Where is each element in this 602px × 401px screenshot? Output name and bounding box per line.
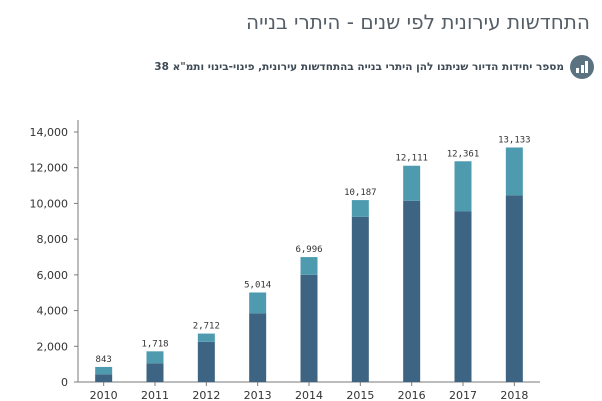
x-tick-label: 2014 (295, 389, 323, 401)
bar-total-label: 12,361 (447, 149, 480, 159)
y-tick-label: 6,000 (37, 269, 69, 282)
bar-segment-upper (146, 351, 164, 364)
x-tick-label: 2010 (90, 389, 118, 401)
chart-subtitle: מספר יחידות הדיור שניתנו להן היתרי בנייה… (154, 61, 564, 73)
bar-total-label: 1,718 (141, 339, 168, 349)
y-tick-label: 0 (61, 376, 68, 389)
bar-total-label: 6,996 (295, 245, 322, 255)
x-tick-label: 2012 (192, 389, 220, 401)
bar-total-label: 843 (96, 355, 112, 365)
y-tick-label: 4,000 (37, 305, 69, 318)
bar-segment-upper (351, 200, 369, 217)
bar-total-label: 2,712 (193, 322, 220, 332)
bar-segment-lower (403, 200, 421, 382)
x-tick-label: 2011 (141, 389, 169, 401)
bar-segment-upper (403, 165, 421, 201)
y-tick-label: 8,000 (37, 233, 69, 246)
bar-chart-icon (570, 55, 594, 79)
x-tick-label: 2016 (398, 389, 426, 401)
bar-segment-lower (197, 341, 215, 382)
x-tick-label: 2015 (346, 389, 374, 401)
bar-segment-lower (300, 274, 318, 382)
bar-total-label: 13,133 (498, 135, 531, 145)
bar-segment-lower (249, 313, 267, 382)
x-tick-label: 2017 (449, 389, 477, 401)
chart-title: התחדשות עירונית לפי שנים - היתרי בנייה (246, 10, 590, 34)
bar-segment-upper (454, 161, 472, 212)
y-tick-label: 12,000 (30, 162, 69, 175)
bar-segment-upper (300, 257, 318, 275)
bar-segment-lower (95, 374, 113, 382)
y-tick-label: 10,000 (30, 197, 69, 210)
bar-segment-upper (95, 366, 113, 375)
bar-segment-lower (454, 211, 472, 382)
bar-segment-lower (505, 195, 523, 382)
x-tick-label: 2013 (244, 389, 272, 401)
y-tick-label: 2,000 (37, 340, 69, 353)
bar-total-label: 12,111 (395, 154, 428, 164)
bar-segment-upper (249, 292, 267, 314)
bar-segment-upper (505, 147, 523, 196)
bar-total-label: 5,014 (244, 280, 271, 290)
bar-segment-lower (146, 363, 164, 382)
bar-total-label: 10,187 (344, 188, 377, 198)
y-tick-label: 14,000 (30, 126, 69, 139)
bar-segment-upper (197, 333, 215, 342)
bar-segment-lower (351, 216, 369, 382)
x-tick-label: 2018 (500, 389, 528, 401)
